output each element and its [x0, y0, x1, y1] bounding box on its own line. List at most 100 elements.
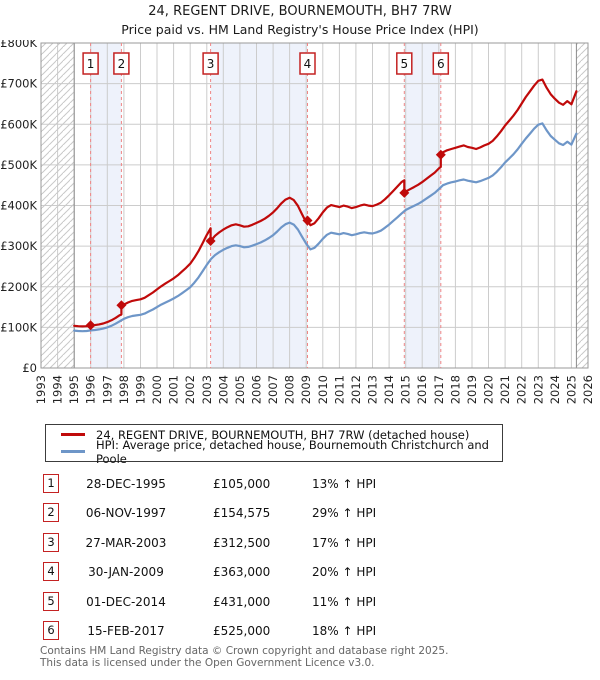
y-axis-label: £700K [0, 77, 37, 91]
sale-hpi-delta: 11% ↑ HPI [312, 595, 377, 609]
sale-date: 28-DEC-1995 [86, 477, 166, 491]
chart-subtitle: Price paid vs. HM Land Registry's House … [121, 22, 479, 37]
sale-marker [435, 149, 446, 160]
x-axis-label: 2011 [332, 375, 346, 404]
x-axis-label: 2006 [250, 375, 264, 404]
sale-price: £363,000 [213, 565, 271, 579]
x-axis-label: 2002 [183, 375, 197, 404]
plot-frame [40, 42, 589, 369]
sale-flag [82, 52, 99, 75]
sale-number-badge: 6 [43, 621, 59, 640]
x-axis-label: 1996 [84, 375, 98, 404]
price-chart: 1 2 3 4 5 6 £0 £100K £200K £300K £400K £500K £600K £7… [0, 40, 595, 404]
sale-date: 15-FEB-2017 [87, 624, 165, 638]
sale-hpi-delta: 18% ↑ HPI [312, 624, 377, 638]
hpi-line-swatch [61, 450, 85, 453]
price-paid-line [73, 78, 578, 328]
footer-line-1: Contains HM Land Registry data © Crown c… [40, 645, 449, 657]
legend: 24, REGENT DRIVE, BOURNEMOUTH, BH7 7RW (… [45, 424, 503, 466]
sale-number-badge: 3 [43, 533, 59, 552]
x-axis-label: 2024 [548, 375, 562, 404]
table-row: 5 01-DEC-2014 £431,000 11% ↑ HPI [0, 592, 600, 614]
x-axis-label: 2014 [382, 375, 396, 404]
sale-date: 01-DEC-2014 [86, 595, 166, 609]
sale-hpi-delta: 20% ↑ HPI [312, 565, 377, 579]
x-axis-label: 2010 [316, 375, 330, 404]
sale-date: 27-MAR-2003 [85, 536, 167, 550]
y-axis-label: £800K [0, 40, 37, 50]
x-axis-label: 2026 [581, 375, 595, 404]
sale-flag-number: 1 [87, 57, 95, 71]
y-axis-label: £300K [0, 239, 37, 253]
sale-marker [205, 236, 216, 246]
sale-flag-number: 6 [437, 57, 445, 71]
price-line-swatch [61, 433, 85, 436]
table-row: 6 15-FEB-2017 £525,000 18% ↑ HPI [0, 621, 600, 643]
y-axis-label: £500K [0, 158, 37, 172]
sale-marker [85, 320, 96, 331]
y-axis-label: £0 [22, 361, 37, 375]
x-axis-label: 2023 [531, 375, 545, 404]
sale-flag [202, 52, 219, 75]
x-axis-label: 2013 [366, 375, 380, 404]
chart-header: 24, REGENT DRIVE, BOURNEMOUTH, BH7 7RW P… [0, 2, 600, 39]
x-axis-label: 2025 [564, 375, 578, 404]
y-axis-label: £100K [0, 320, 37, 334]
sale-marker [302, 215, 313, 226]
x-axis-label: 2015 [399, 375, 413, 404]
sale-flag [432, 52, 450, 75]
legend-item: 24, REGENT DRIVE, BOURNEMOUTH, BH7 7RW (… [46, 426, 502, 443]
x-axis-label: 1994 [51, 375, 65, 404]
sale-marker [116, 300, 127, 311]
x-axis-label: 2008 [283, 375, 297, 404]
y-axis-label: £600K [0, 117, 37, 131]
sale-hpi-delta: 29% ↑ HPI [312, 506, 377, 520]
sale-number-badge: 2 [43, 503, 59, 522]
x-axis-label: 1998 [117, 375, 131, 404]
x-axis-label: 2019 [465, 375, 479, 404]
x-axis-label: 2016 [415, 375, 429, 404]
x-axis-label: 2007 [266, 375, 280, 404]
legend-item: HPI: Average price, detached house, Bour… [46, 438, 502, 466]
sale-number-badge: 4 [43, 562, 59, 581]
hatch-region [41, 43, 75, 368]
table-row: 1 28-DEC-1995 £105,000 13% ↑ HPI [0, 474, 600, 496]
x-axis-label: 2018 [448, 375, 462, 404]
sale-flag-number: 3 [207, 57, 215, 71]
y-axis-label: £200K [0, 280, 37, 294]
sale-number-badge: 5 [43, 592, 59, 611]
x-axis-label: 1995 [67, 375, 81, 404]
x-axis-label: 2009 [299, 375, 313, 404]
table-row: 3 27-MAR-2003 £312,500 17% ↑ HPI [0, 533, 600, 555]
x-axis-label: 2001 [167, 375, 181, 404]
x-axis-label: 2005 [233, 375, 247, 404]
y-axis-label: £400K [0, 199, 37, 213]
sale-price: £525,000 [213, 624, 271, 638]
x-axis-label: 1997 [100, 375, 114, 404]
x-axis-label: 2022 [515, 375, 529, 404]
x-axis-label: 2020 [482, 375, 496, 404]
x-axis-label: 2012 [349, 375, 363, 404]
sale-hpi-delta: 13% ↑ HPI [312, 477, 377, 491]
sale-flag-number: 4 [304, 57, 312, 71]
legend-label-price: 24, REGENT DRIVE, BOURNEMOUTH, BH7 7RW (… [96, 427, 470, 442]
sale-flag [299, 52, 316, 75]
table-row: 2 06-NOV-1997 £154,575 29% ↑ HPI [0, 503, 600, 525]
x-axis-label: 2000 [150, 375, 164, 404]
sale-price: £312,500 [213, 536, 271, 550]
sale-number-badge: 1 [43, 474, 59, 493]
hatch-region [576, 43, 588, 368]
sale-date: 06-NOV-1997 [85, 506, 167, 520]
hpi-line [73, 122, 578, 333]
x-axis-label: 2003 [200, 375, 214, 404]
x-axis-label: 2004 [216, 375, 230, 404]
sale-flag [396, 52, 413, 75]
table-row: 4 30-JAN-2009 £363,000 20% ↑ HPI [0, 562, 600, 584]
sale-hpi-delta: 17% ↑ HPI [312, 536, 377, 550]
x-axis-label: 2017 [432, 375, 446, 404]
sale-price: £431,000 [213, 595, 271, 609]
footer-line-2: This data is licensed under the Open Gov… [40, 656, 375, 669]
footer: Contains HM Land Registry data © Crown c… [40, 645, 580, 669]
x-axis-label: 1993 [34, 375, 48, 404]
